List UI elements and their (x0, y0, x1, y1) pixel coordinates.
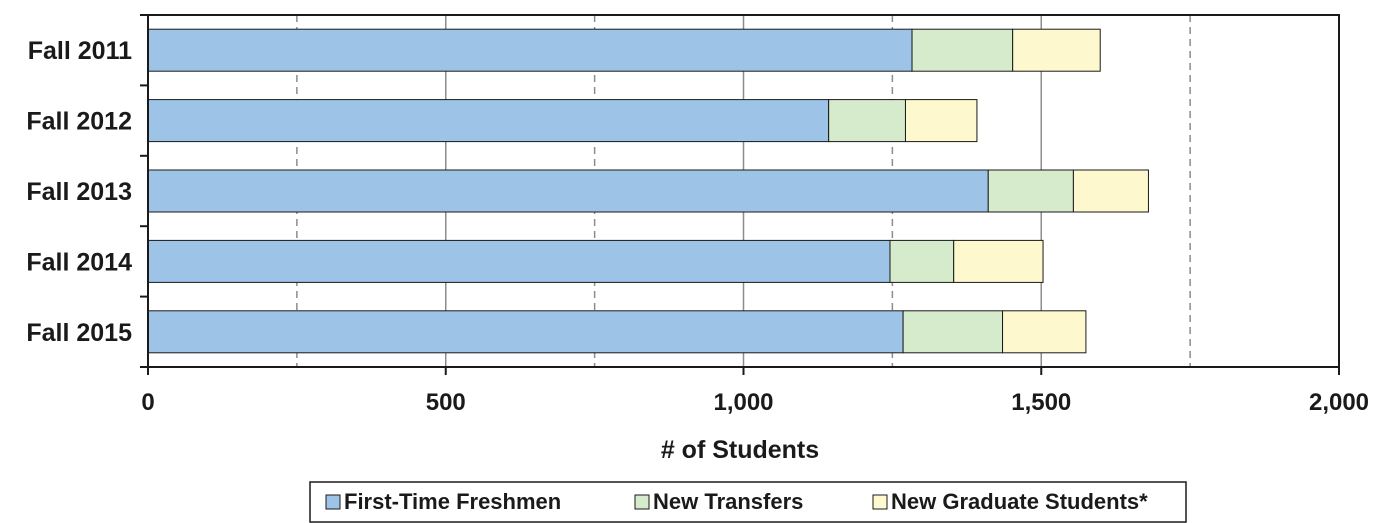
labels-layer: Fall 2011 Fall 2012 Fall 2013 Fall 2014 Fall… (26, 37, 1369, 416)
bar-segment (147, 310, 904, 354)
legend-box (309, 481, 1187, 523)
category-label: Fall 2011 (28, 37, 132, 65)
bar-segment (987, 169, 1074, 213)
bar-segment (147, 99, 830, 143)
legend-label: First-Time Freshmen (344, 489, 561, 514)
bar-segment (1012, 28, 1101, 72)
legend-swatch (634, 494, 650, 510)
bar-segment (147, 239, 891, 283)
bar-segment (1002, 310, 1087, 354)
bar-segment (902, 310, 1004, 354)
bar-segment (889, 239, 955, 283)
bar-segment (828, 99, 906, 143)
x-tick-label: 2,000 (1309, 389, 1369, 416)
bar-segment (953, 239, 1044, 283)
bar-segment (1072, 169, 1149, 213)
category-label: Fall 2014 (26, 248, 132, 276)
x-tick-label: 1,500 (1011, 389, 1071, 416)
bar-segment (911, 28, 1014, 72)
bars-layer (147, 28, 1149, 354)
bar-segment (147, 28, 913, 72)
bar-segment (904, 99, 978, 143)
legend-swatch (325, 494, 341, 510)
x-axis-title: # of Students (661, 436, 819, 464)
legend: First-Time Freshmen New Transfers New Grad… (309, 481, 1187, 523)
legend-label: New Transfers (653, 489, 803, 514)
category-label: Fall 2015 (26, 319, 132, 347)
legend-swatch (872, 494, 888, 510)
category-label: Fall 2012 (26, 108, 132, 136)
axis-layer (140, 14, 1340, 375)
legend-label: New Graduate Students* (891, 489, 1148, 514)
category-label: Fall 2013 (26, 178, 132, 206)
x-tick-label: 1,000 (713, 389, 773, 416)
bar-segment (147, 169, 989, 213)
x-tick-label: 500 (426, 389, 466, 416)
x-tick-label: 0 (141, 389, 154, 416)
